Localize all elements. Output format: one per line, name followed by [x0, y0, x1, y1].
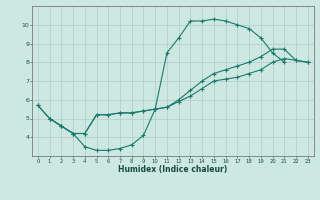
- X-axis label: Humidex (Indice chaleur): Humidex (Indice chaleur): [118, 165, 228, 174]
